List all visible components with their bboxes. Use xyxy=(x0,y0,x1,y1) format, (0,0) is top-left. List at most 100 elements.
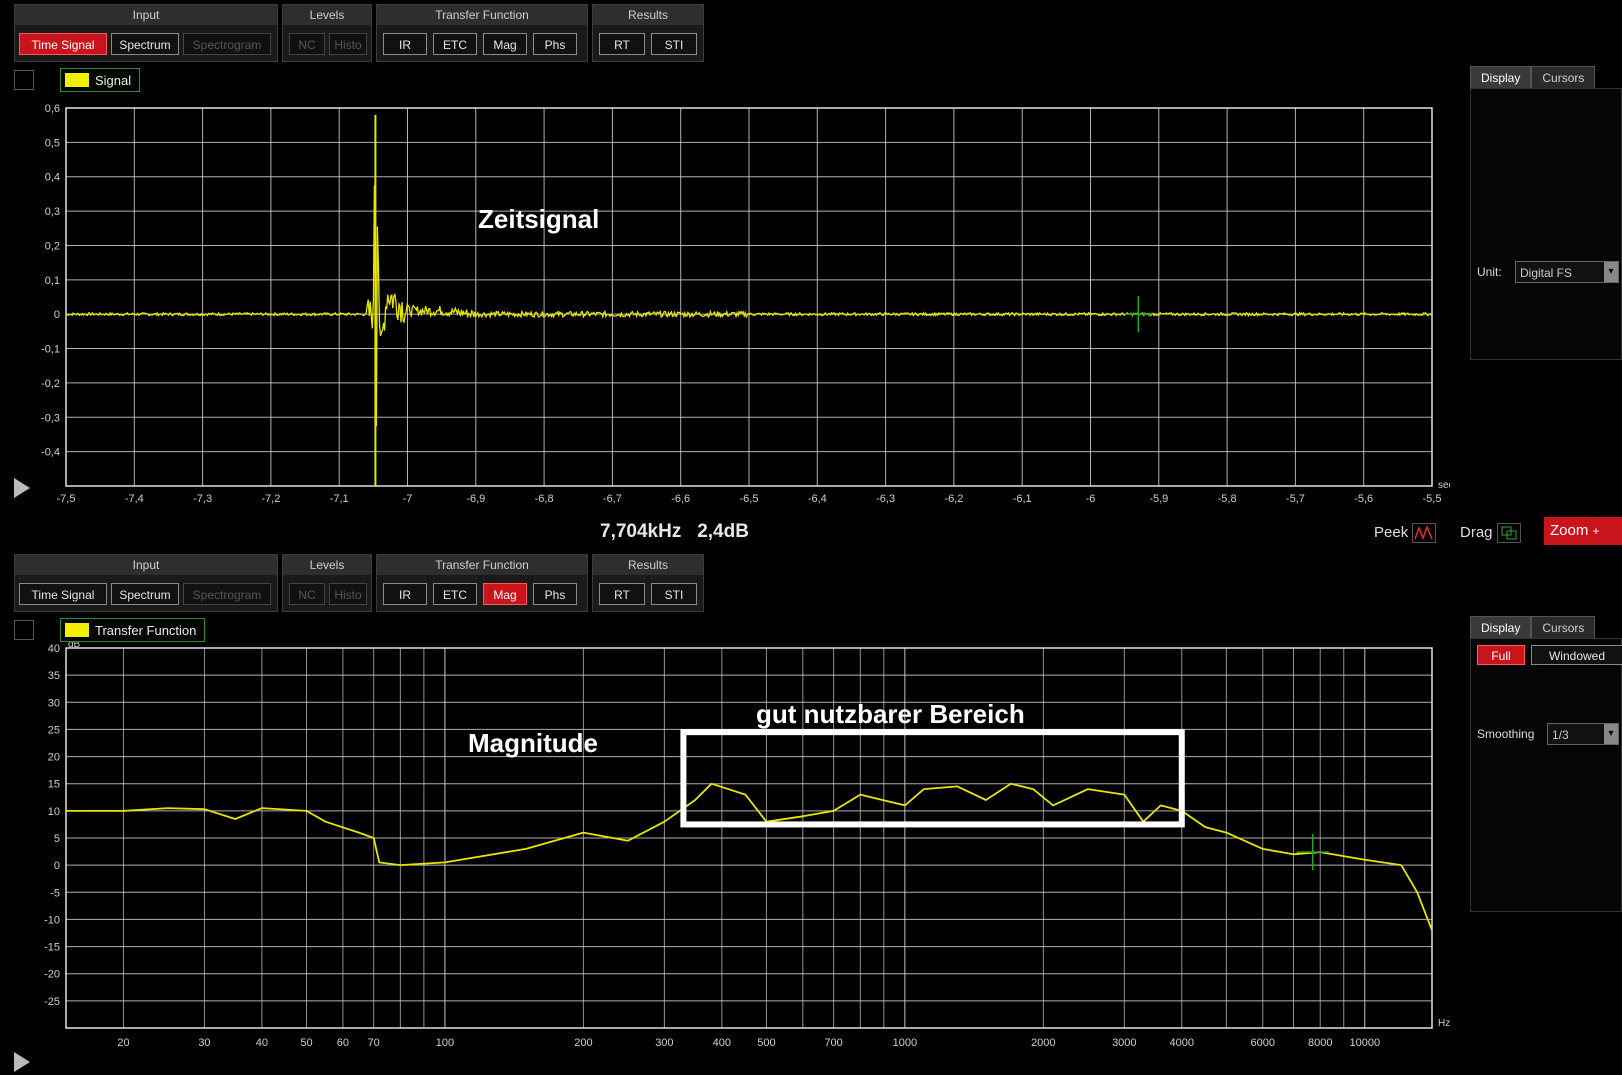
x-tick-label: 10000 xyxy=(1349,1037,1380,1049)
x-tick-label: 100 xyxy=(436,1037,454,1049)
x-tick-label: -7 xyxy=(403,493,413,505)
time-signal-pane: Input Time Signal Spectrum Spectrogram L… xyxy=(0,0,1622,510)
input-group-title-2: Input xyxy=(15,555,277,575)
y-tick-label: -0,2 xyxy=(41,378,60,390)
y-tick-label: 0,6 xyxy=(45,103,60,115)
smoothing-select[interactable]: 1/3 ▾ xyxy=(1547,723,1619,745)
y-tick-label: 30 xyxy=(48,697,60,709)
x-tick-label: 70 xyxy=(368,1037,380,1049)
signal-legend[interactable]: Signal xyxy=(60,68,141,92)
sti-button[interactable]: STI xyxy=(651,33,697,55)
x-tick-label: -5,6 xyxy=(1354,493,1373,505)
tab-cursors-2[interactable]: Cursors xyxy=(1531,616,1596,639)
drag-label: Drag xyxy=(1460,523,1493,541)
spectrogram-button-2[interactable]: Spectrogram xyxy=(183,583,271,605)
y-tick-label: -0,1 xyxy=(41,344,60,356)
x-tick-label: 2000 xyxy=(1031,1037,1055,1049)
rt-button[interactable]: RT xyxy=(599,33,645,55)
nc-button-2[interactable]: NC xyxy=(289,583,325,605)
spectrogram-button[interactable]: Spectrogram xyxy=(183,33,271,55)
drag-icon xyxy=(1496,523,1521,543)
sti-button-2[interactable]: STI xyxy=(651,583,697,605)
nc-button[interactable]: NC xyxy=(289,33,325,55)
plot-border xyxy=(65,107,1433,487)
ir-button[interactable]: IR xyxy=(383,33,427,55)
magnitude-annotation: Magnitude xyxy=(468,728,598,758)
y-tick-label: 40 xyxy=(48,643,60,655)
expand-icon[interactable] xyxy=(14,70,34,90)
expand-icon-2[interactable] xyxy=(14,620,34,640)
legend-label: Signal xyxy=(95,72,132,88)
x-tick-label: 4000 xyxy=(1170,1037,1194,1049)
x-tick-label: -6,4 xyxy=(808,493,827,505)
mag-button[interactable]: Mag xyxy=(483,33,527,55)
smoothing-select-value: 1/3 xyxy=(1552,728,1569,742)
histo-button-2[interactable]: Histo xyxy=(329,583,367,605)
y-tick-label: -20 xyxy=(44,969,60,981)
input-group-title: Input xyxy=(15,5,277,25)
y-unit-label: dB xyxy=(68,642,81,650)
x-tick-label: 200 xyxy=(574,1037,592,1049)
usable-range-box xyxy=(680,729,1185,828)
legend-swatch xyxy=(65,73,89,87)
x-tick-label: 3000 xyxy=(1112,1037,1136,1049)
drag-mode[interactable]: Drag xyxy=(1460,523,1521,543)
peek-icon xyxy=(1412,523,1437,543)
spectrum-button-2[interactable]: Spectrum xyxy=(111,583,179,605)
time-signal-button-2[interactable]: Time Signal xyxy=(19,583,107,605)
x-tick-label: -6,8 xyxy=(535,493,554,505)
y-tick-label: 0,4 xyxy=(45,172,60,184)
tab-cursors[interactable]: Cursors xyxy=(1531,66,1596,89)
phs-button[interactable]: Phs xyxy=(533,33,577,55)
zeitsignal-annotation: Zeitsignal xyxy=(478,204,600,234)
x-tick-label: 1000 xyxy=(893,1037,917,1049)
zoom-icon: + xyxy=(1592,524,1600,538)
x-tick-label: -6 xyxy=(1086,493,1096,505)
y-tick-label: 10 xyxy=(48,806,60,818)
top-side-panel: Unit: Digital FS ▾ xyxy=(1470,88,1622,360)
windowed-button[interactable]: Windowed xyxy=(1531,645,1622,665)
tab-display[interactable]: Display xyxy=(1470,66,1532,89)
x-tick-label: -6,6 xyxy=(671,493,690,505)
x-tick-label: -6,2 xyxy=(944,493,963,505)
spectrum-button[interactable]: Spectrum xyxy=(111,33,179,55)
chevron-down-icon: ▾ xyxy=(1604,262,1618,282)
y-tick-label: 35 xyxy=(48,670,60,682)
x-tick-label: 60 xyxy=(337,1037,349,1049)
etc-button[interactable]: ETC xyxy=(433,33,477,55)
levels-group: Levels NC Histo xyxy=(282,4,372,62)
mag-button-2[interactable]: Mag xyxy=(483,583,527,605)
histo-button[interactable]: Histo xyxy=(329,33,367,55)
x-tick-label: 50 xyxy=(300,1037,312,1049)
phs-button-2[interactable]: Phs xyxy=(533,583,577,605)
full-button[interactable]: Full xyxy=(1477,645,1525,665)
play-icon-2[interactable] xyxy=(14,1052,30,1072)
y-tick-label: -15 xyxy=(44,942,60,954)
bottom-side-tabs: Display Cursors xyxy=(1470,616,1596,639)
ir-button-2[interactable]: IR xyxy=(383,583,427,605)
bottom-side-panel: Full Windowed Smoothing 1/3 ▾ xyxy=(1470,638,1622,912)
transfer-function-legend[interactable]: Transfer Function xyxy=(60,618,206,642)
zoom-mode[interactable]: Zoom + xyxy=(1544,517,1622,545)
y-tick-label: -10 xyxy=(44,914,60,926)
x-tick-label: 20 xyxy=(117,1037,129,1049)
x-tick-label: 30 xyxy=(198,1037,210,1049)
time-signal-button[interactable]: Time Signal xyxy=(19,33,107,55)
time-signal-chart[interactable]: -7,5 -7,4 -7,3 -7,2 -7,1 -7 -6,9 -6,8 -6,7 -6,6 -6… xyxy=(0,96,1450,506)
peek-label: Peek xyxy=(1374,523,1409,541)
x-tick-label: -6,9 xyxy=(466,493,485,505)
transfer-group-title: Transfer Function xyxy=(377,5,587,25)
etc-button-2[interactable]: ETC xyxy=(433,583,477,605)
x-tick-label: -6,3 xyxy=(876,493,895,505)
x-tick-label: 700 xyxy=(824,1037,842,1049)
magnitude-chart[interactable]: 20 30 40 50 60 70 100 200 300 400 500 700 1000 2000 30… xyxy=(0,642,1450,1072)
x-tick-label: 400 xyxy=(713,1037,731,1049)
unit-select[interactable]: Digital FS ▾ xyxy=(1515,261,1619,283)
results-group-title: Results xyxy=(593,5,703,25)
play-icon[interactable] xyxy=(14,478,30,498)
tab-display-2[interactable]: Display xyxy=(1470,616,1532,639)
x-tick-label: -6,5 xyxy=(740,493,759,505)
x-tick-label: -6,7 xyxy=(603,493,622,505)
rt-button-2[interactable]: RT xyxy=(599,583,645,605)
peek-mode[interactable]: Peek xyxy=(1374,523,1437,543)
